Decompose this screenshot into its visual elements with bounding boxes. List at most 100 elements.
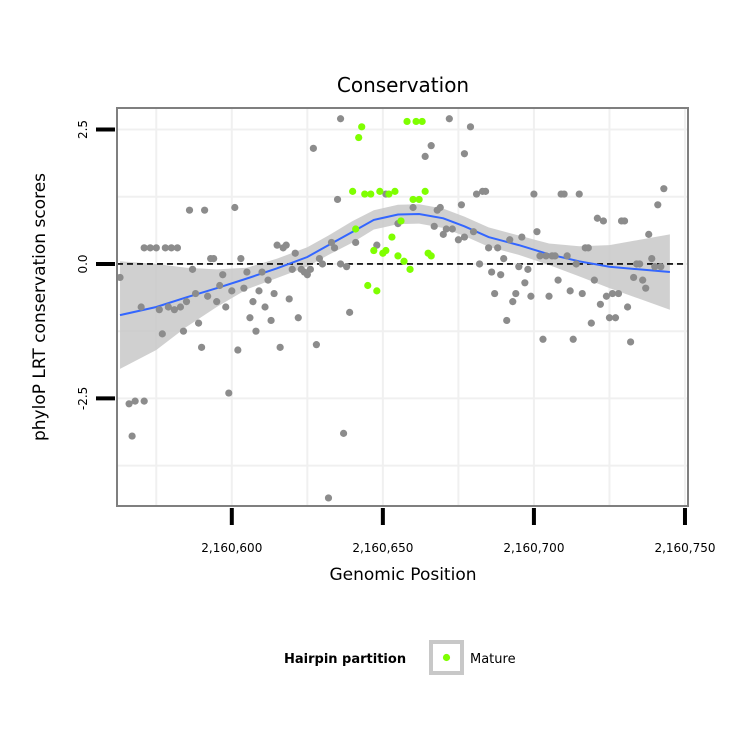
data-point	[228, 287, 236, 295]
data-point	[551, 252, 559, 260]
confidence-band	[120, 204, 670, 369]
data-point-mature	[421, 187, 429, 195]
data-point	[614, 289, 623, 298]
data-point-mature	[361, 190, 369, 198]
x-tick-label: 2,160,750	[654, 541, 715, 555]
legend-title: Hairpin partition	[284, 652, 406, 667]
data-point	[240, 284, 248, 292]
data-point	[545, 292, 553, 300]
data-point	[173, 244, 182, 252]
legend: Hairpin partition Mature	[284, 640, 516, 675]
data-point	[333, 195, 342, 204]
data-point	[352, 238, 360, 247]
plot-border	[116, 107, 689, 507]
data-point	[219, 271, 227, 279]
y-tick-label: 2.5	[76, 120, 90, 139]
data-point	[161, 244, 169, 252]
data-point	[246, 314, 254, 322]
data-point-mature	[397, 217, 405, 225]
data-point	[294, 314, 302, 322]
data-point	[515, 263, 523, 271]
legend-key-point	[442, 653, 451, 662]
data-point	[128, 432, 136, 440]
data-point	[409, 203, 417, 212]
y-axis: -2.5 0.0 2.5	[76, 120, 115, 410]
chart-title: Conservation	[337, 73, 469, 97]
data-point	[587, 319, 595, 327]
data-point	[336, 115, 345, 123]
data-point	[237, 254, 245, 263]
data-point	[596, 300, 604, 308]
data-point	[339, 429, 348, 437]
data-point	[204, 292, 212, 300]
data-point	[524, 265, 532, 273]
data-point	[466, 123, 475, 131]
data-point	[469, 228, 478, 236]
data-point	[125, 400, 133, 408]
data-point	[590, 276, 598, 284]
data-point	[267, 316, 275, 325]
data-point	[512, 289, 520, 298]
data-point	[533, 228, 541, 236]
data-point	[503, 316, 511, 325]
data-point	[343, 263, 351, 271]
data-point	[648, 254, 656, 263]
data-point	[521, 279, 529, 287]
data-point-mature	[391, 187, 399, 195]
data-point	[620, 217, 629, 225]
data-point	[176, 303, 185, 311]
smooth-line-layer	[119, 212, 670, 317]
data-point	[436, 203, 444, 212]
data-point	[584, 244, 592, 252]
data-point	[536, 252, 544, 260]
data-point	[330, 244, 339, 252]
data-point-mature	[373, 287, 381, 295]
data-point-mature	[427, 252, 435, 260]
data-point	[164, 303, 172, 311]
data-point	[509, 298, 517, 306]
data-point	[258, 268, 266, 276]
data-point	[485, 244, 493, 252]
data-point	[276, 343, 284, 351]
data-point	[572, 260, 580, 268]
data-point	[179, 327, 188, 335]
data-point-mature	[400, 257, 408, 265]
data-point	[336, 260, 345, 268]
data-point	[630, 273, 638, 282]
data-point	[445, 115, 453, 123]
data-point-mature	[376, 187, 384, 195]
data-point	[252, 327, 260, 335]
data-point-mature	[382, 246, 390, 255]
data-point	[475, 260, 484, 268]
data-point	[602, 292, 611, 300]
smooth-line	[119, 212, 670, 317]
data-point	[222, 303, 230, 311]
legend-label-mature: Mature	[470, 652, 516, 667]
data-point	[303, 271, 311, 279]
data-point-mature	[367, 190, 375, 198]
data-point-mature	[412, 117, 420, 126]
data-point	[210, 254, 218, 263]
x-axis-title: Genomic Position	[329, 565, 476, 585]
data-point-mature	[385, 190, 393, 198]
data-point	[660, 185, 668, 193]
data-point	[560, 190, 568, 198]
data-point	[578, 289, 586, 298]
data-point	[506, 236, 514, 244]
y-axis-title: phyloP LRT conservation scores	[30, 173, 50, 441]
data-point	[608, 289, 617, 298]
data-point	[530, 190, 538, 198]
y-tick-label: 0.0	[76, 254, 90, 273]
data-point	[611, 314, 620, 322]
data-point	[488, 268, 496, 276]
data-point-mature	[388, 233, 396, 241]
data-point	[599, 217, 608, 225]
data-point	[575, 190, 583, 198]
data-point	[327, 238, 336, 247]
data-point	[191, 289, 200, 298]
data-point	[626, 338, 635, 346]
data-point	[427, 142, 435, 150]
data-point	[346, 308, 354, 316]
data-point-mature	[403, 117, 411, 126]
data-point	[497, 271, 505, 279]
